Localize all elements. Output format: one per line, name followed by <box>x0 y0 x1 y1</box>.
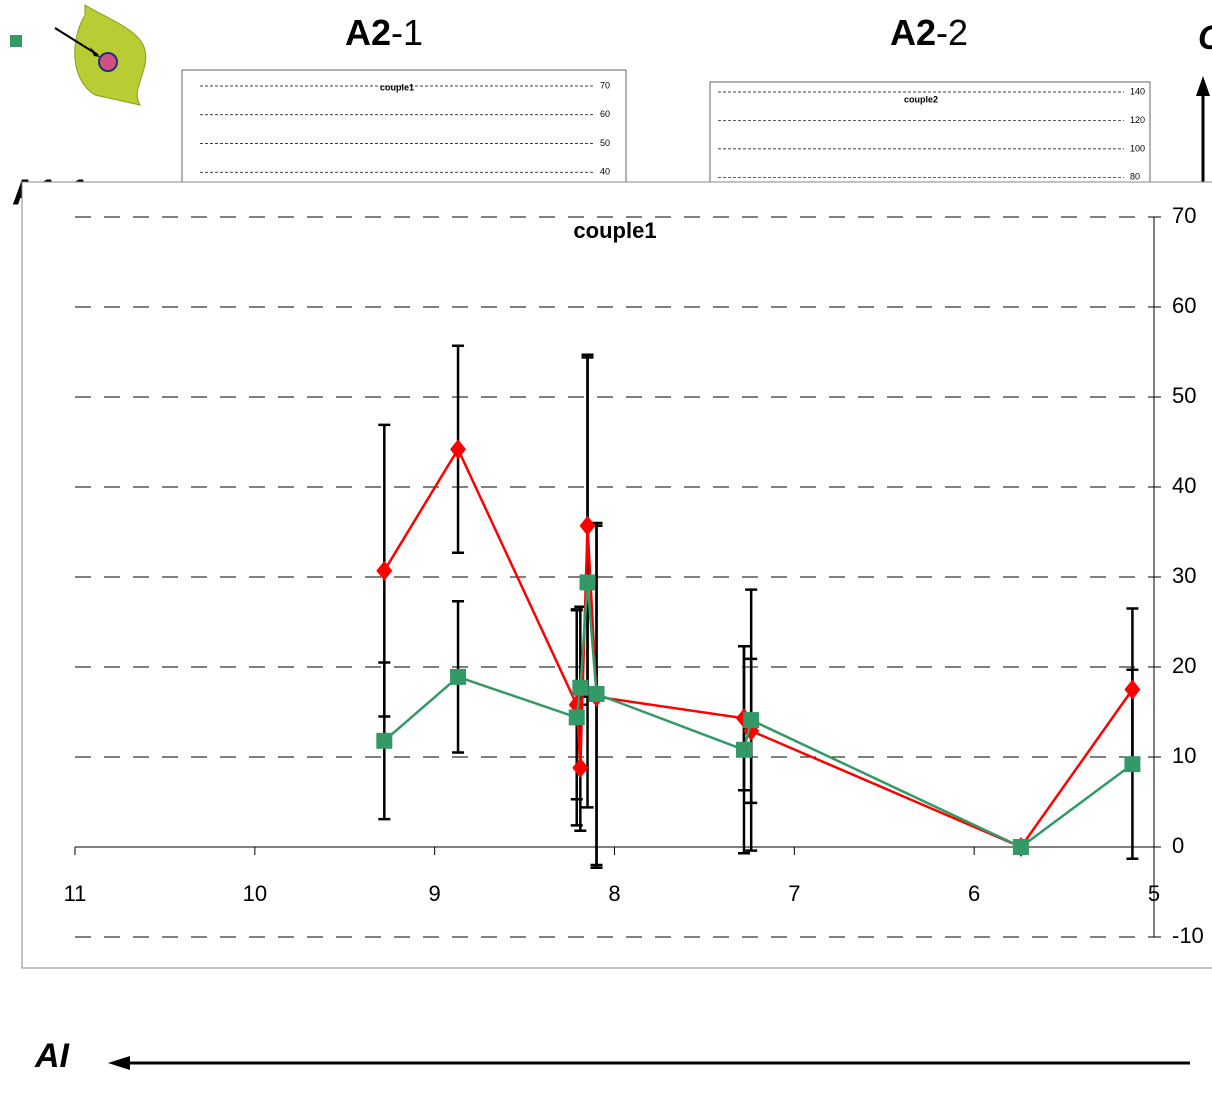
x-tick-label: 11 <box>64 881 87 906</box>
y-tick-label: 30 <box>1172 563 1196 588</box>
y-tick-label: 0 <box>1172 833 1184 858</box>
y-tick-label: 60 <box>1172 293 1196 318</box>
marker <box>580 574 596 590</box>
y-tick-label: 40 <box>1172 473 1196 498</box>
x-tick-label: 8 <box>608 881 620 906</box>
x-tick-label: 6 <box>968 881 980 906</box>
y-tick-label: 140 <box>1130 86 1145 96</box>
thumbnail-title: couple2 <box>904 94 938 104</box>
y-tick-label: 70 <box>600 80 610 90</box>
marker <box>376 733 392 749</box>
main-chart: couple1 -10 0 10 20 30 40 50 60 70 11 10 9 8 7 6 5 <box>22 182 1212 968</box>
column-label: A2-1 <box>345 12 423 53</box>
y-tick-label: 100 <box>1130 143 1145 153</box>
y-axis-label: C <box>1198 19 1212 57</box>
screen: A2-1 A2-2 C A1-1 AI couple140506070coupl… <box>0 0 1212 1096</box>
x-tick-label: 10 <box>243 881 267 906</box>
x-tick-label: 5 <box>1148 881 1160 906</box>
marker <box>1124 756 1140 772</box>
y-axis-arrowhead <box>1196 76 1210 96</box>
x-tick-label: 9 <box>429 881 441 906</box>
y-tick-label: 50 <box>600 138 610 148</box>
chart-title: couple1 <box>573 218 656 243</box>
marker <box>1013 839 1029 855</box>
y-tick-label: 70 <box>1172 203 1196 228</box>
x-axis-arrowhead <box>108 1056 130 1070</box>
marker <box>569 709 585 725</box>
leaf-spot <box>99 53 117 71</box>
legend-marker <box>10 35 22 47</box>
chart-frame <box>22 182 1212 968</box>
y-tick-label: 10 <box>1172 743 1196 768</box>
marker <box>450 669 466 685</box>
x-tick-label: 7 <box>788 881 800 906</box>
y-tick-label: 50 <box>1172 383 1196 408</box>
marker <box>589 686 605 702</box>
x-axis-label: AI <box>34 1037 71 1075</box>
y-tick-label: 20 <box>1172 653 1196 678</box>
y-tick-label: 60 <box>600 109 610 119</box>
y-tick-label: 80 <box>1130 172 1140 182</box>
y-tick-label: 40 <box>600 167 610 177</box>
column-label: A2-2 <box>890 12 968 53</box>
y-tick-label: 120 <box>1130 115 1145 125</box>
marker <box>736 742 752 758</box>
thumbnail-title: couple1 <box>380 82 414 92</box>
marker <box>572 680 588 696</box>
y-tick-label: -10 <box>1172 923 1204 948</box>
page: {"labels":{"col1":{"bold":"A2","rest":"-… <box>0 0 1212 1096</box>
marker <box>743 712 759 728</box>
